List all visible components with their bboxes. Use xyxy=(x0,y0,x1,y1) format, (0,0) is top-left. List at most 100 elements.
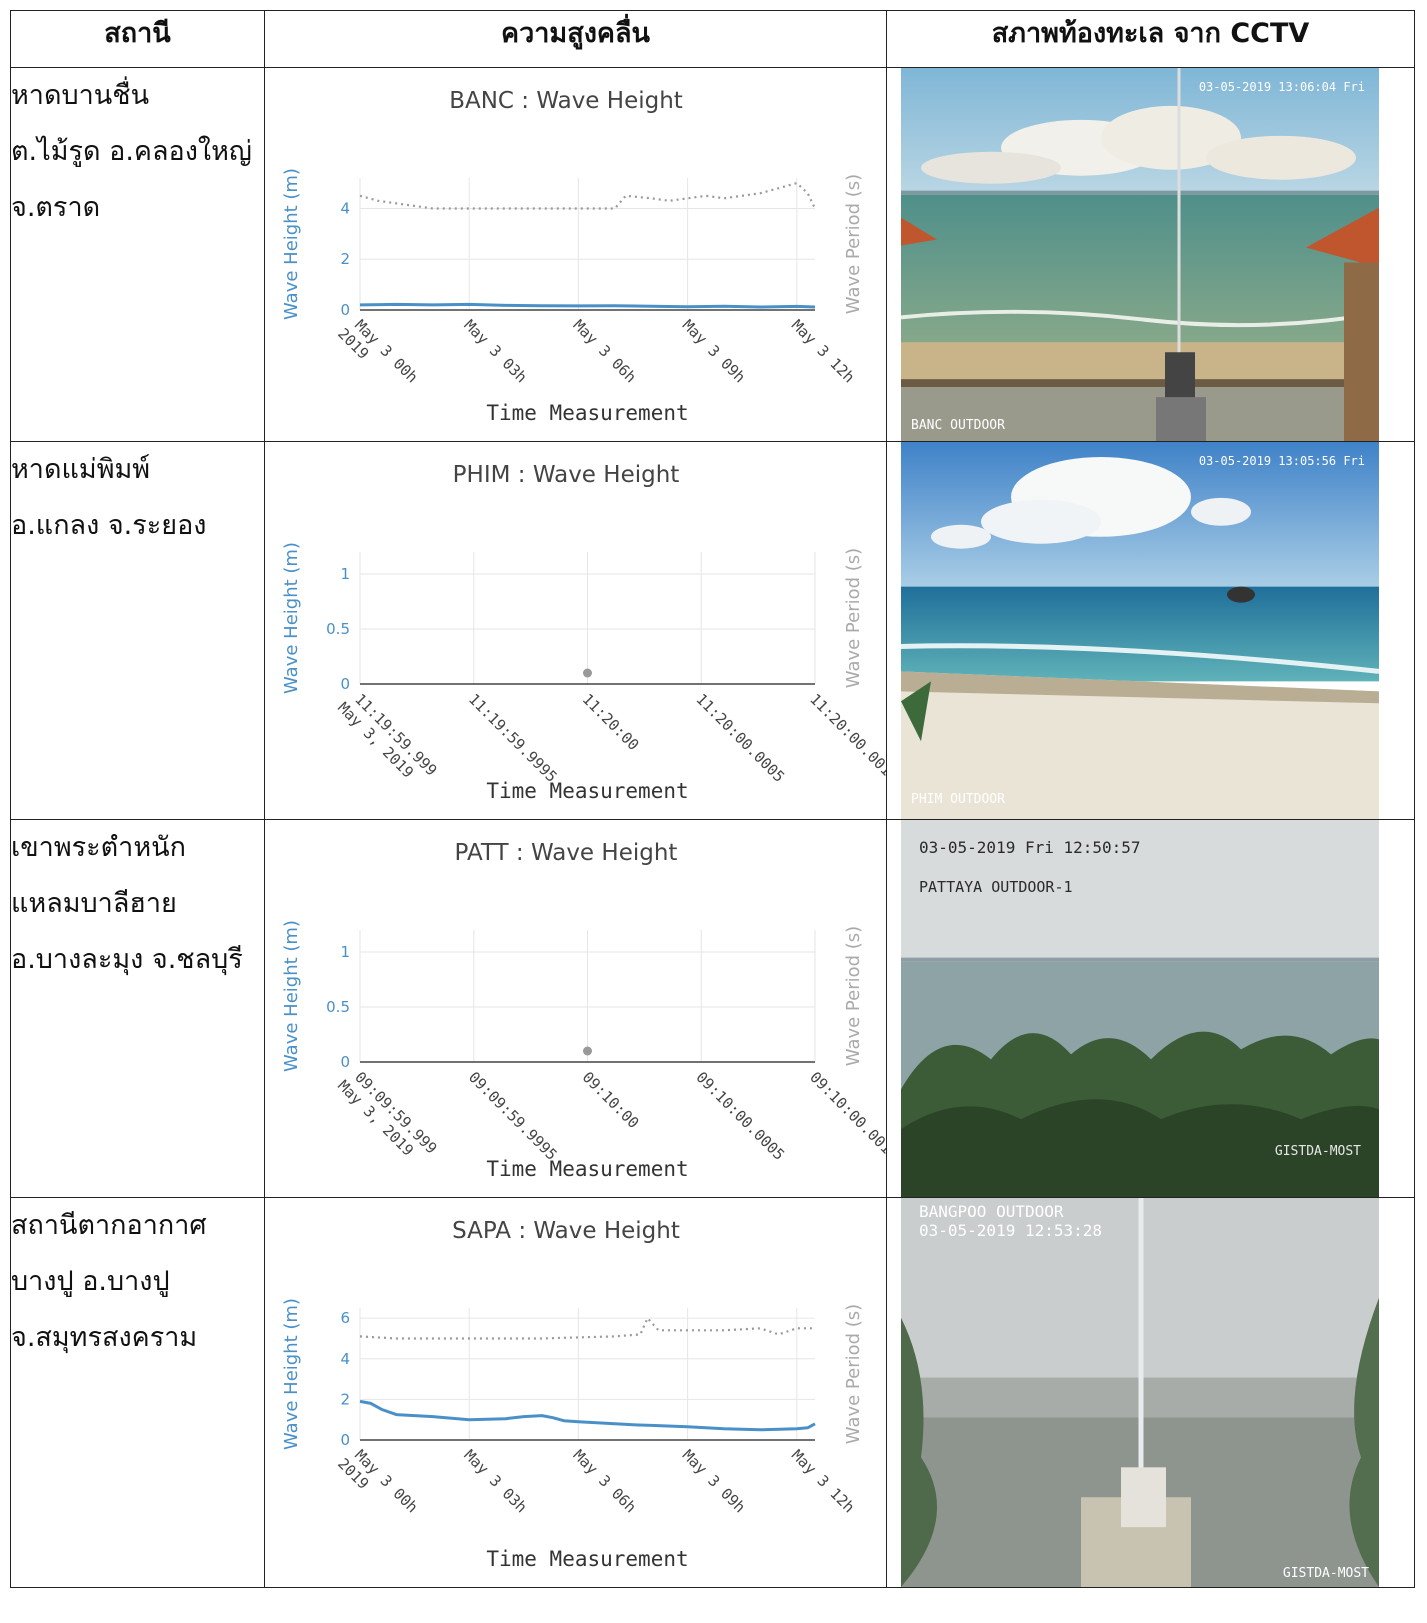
y-tick-label: 6 xyxy=(340,1309,350,1327)
table-row: สถานีตากอากาศ บางปู อ.บางปู จ.สมุทรสงครา… xyxy=(10,1197,1415,1588)
wave-period-line[interactable] xyxy=(359,182,816,210)
x-tick-label: May 3 09h xyxy=(679,1446,749,1516)
wave-chart-cell: PHIM : Wave Height 0 0.5 1 11:19:59.999 May 3… xyxy=(264,441,887,820)
station-district: บางปู อ.บางปู xyxy=(11,1266,170,1297)
y-tick-label: 1 xyxy=(340,565,350,583)
cctv-cell: 03-05-2019 Fri 12:50:57 PATTAYA OUTDOOR-… xyxy=(886,819,1415,1198)
x-axis-label: Time Measurement xyxy=(486,401,688,425)
station-cell: สถานีตากอากาศ บางปู อ.บางปู จ.สมุทรสงครา… xyxy=(10,1197,265,1588)
cctv-scene xyxy=(901,68,1379,441)
svg-text:May 3 09h: May 3 09h xyxy=(679,1446,749,1516)
y-tick-label: 2 xyxy=(340,1390,350,1408)
x-tick-label: May 3 06h xyxy=(570,316,640,386)
wave-period-line[interactable] xyxy=(359,1317,815,1340)
svg-text:May 3 03h: May 3 03h xyxy=(460,1446,530,1516)
x-tick-label: 09:09:59.9995 xyxy=(465,1068,561,1164)
x-tick-label: May 3 12h xyxy=(788,316,858,386)
y-axis-label: Wave Height (m) xyxy=(281,920,302,1072)
cctv-timestamp: 03-05-2019 Fri 12:50:57 xyxy=(919,838,1141,857)
y-axis-label: Wave Height (m) xyxy=(281,168,302,320)
svg-text:11:20:00.0005: 11:20:00.0005 xyxy=(692,690,788,786)
cctv-scene xyxy=(901,820,1379,1197)
y-tick-label: 0 xyxy=(340,301,350,319)
svg-text:May 3 09h: May 3 09h xyxy=(679,316,749,386)
wave-height-line[interactable] xyxy=(359,302,816,309)
cctv-watermark: GISTDA-MOST xyxy=(1274,1144,1361,1159)
x-axis-label: Time Measurement xyxy=(486,1547,688,1571)
table-row: หาดบานชื่น ต.ไม้รูด อ.คลองใหญ่ จ.ตราด BA… xyxy=(10,67,1415,442)
wave-chart-cell: SAPA : Wave Height 0 2 4 6 May 3 00h 2019 May 3… xyxy=(264,1197,887,1588)
y-tick-label: 0 xyxy=(340,1053,350,1071)
svg-text:09:10:00.0005: 09:10:00.0005 xyxy=(692,1068,788,1164)
y-tick-label: 1 xyxy=(340,943,350,961)
cctv-scene xyxy=(901,442,1379,819)
station-table: สถานี ความสูงคลื่น สภาพท้องทะเล จาก CCTV… xyxy=(10,10,1415,1588)
station-cell: หาดแม่พิมพ์ อ.แกลง จ.ระยอง xyxy=(10,441,265,820)
cctv-scene xyxy=(901,1198,1379,1587)
cctv-label: PHIM OUTDOOR xyxy=(911,792,1005,807)
cctv-cell: 03-05-2019 13:05:56 Fri PHIM OUTDOOR xyxy=(886,441,1415,820)
station-district: อ.บางละมุง จ.ชลบุรี xyxy=(11,944,243,975)
cctv-label: BANC OUTDOOR xyxy=(911,418,1005,433)
y-tick-label: 0.5 xyxy=(326,620,350,638)
station-name: สถานีตากอากาศ xyxy=(11,1210,207,1241)
y2-axis-label: Wave Period (s) xyxy=(843,926,864,1066)
cctv-timestamp: 03-05-2019 13:06:04 Fri xyxy=(1198,80,1365,94)
data-point[interactable] xyxy=(583,1046,592,1056)
svg-text:09:09:59.9995: 09:09:59.9995 xyxy=(465,1068,561,1164)
x-tick-label: 11:19:59.9995 xyxy=(465,690,561,786)
y2-axis-label: Wave Period (s) xyxy=(843,174,864,314)
cctv-cell: BANGPOO OUTDOOR 03-05-2019 12:53:28 GIST… xyxy=(886,1197,1415,1588)
station-cell: หาดบานชื่น ต.ไม้รูด อ.คลองใหญ่ จ.ตราด xyxy=(10,67,265,442)
svg-text:May 3 12h: May 3 12h xyxy=(788,1446,858,1516)
chart-title: PATT : Wave Height xyxy=(455,840,678,866)
svg-text:May 3 03h: May 3 03h xyxy=(460,316,530,386)
svg-text:11:20:00: 11:20:00 xyxy=(579,690,643,754)
y-axis-label: Wave Height (m) xyxy=(281,542,302,694)
y-axis-label: Wave Height (m) xyxy=(281,1298,302,1450)
x-tick-label: 11:20:00.001 xyxy=(806,690,886,779)
x-tick-label: 09:10:00 xyxy=(579,1068,643,1132)
svg-text:11:20:00.001: 11:20:00.001 xyxy=(806,690,886,779)
wave-chart-cell: PATT : Wave Height 0 0.5 1 09:09:59.999 May 3… xyxy=(264,819,887,1198)
x-axis-label: Time Measurement xyxy=(486,1157,688,1181)
table-row: หาดแม่พิมพ์ อ.แกลง จ.ระยอง PHIM : Wave H… xyxy=(10,441,1415,820)
header-wave-height: ความสูงคลื่น xyxy=(264,10,887,68)
station-subdistrict: ต.ไม้รูด อ.คลองใหญ่ xyxy=(11,136,252,167)
x-tick-label: 11:20:00.0005 xyxy=(692,690,788,786)
x-tick-label: 11:20:00 xyxy=(579,690,643,754)
cctv-watermark: GISTDA-MOST xyxy=(1282,1566,1369,1581)
chart-title: SAPA : Wave Height xyxy=(452,1218,680,1244)
cctv-image-phim: 03-05-2019 13:05:56 Fri PHIM OUTDOOR xyxy=(901,442,1379,819)
station-name: เขาพระตำหนัก xyxy=(11,832,186,863)
station-area: แหลมบาลีฮาย xyxy=(11,888,177,919)
header-row: สถานี ความสูงคลื่น สภาพท้องทะเล จาก CCTV xyxy=(10,10,1415,68)
x-axis-label: Time Measurement xyxy=(486,779,688,803)
station-district: อ.แกลง จ.ระยอง xyxy=(11,510,207,541)
y-tick-label: 0 xyxy=(340,1431,350,1449)
wave-height-line[interactable] xyxy=(359,1399,816,1432)
data-point[interactable] xyxy=(583,668,592,678)
y-tick-label: 0.5 xyxy=(326,998,350,1016)
cctv-timestamp: BANGPOO OUTDOOR 03-05-2019 12:53:28 xyxy=(919,1202,1103,1240)
y-tick-label: 0 xyxy=(340,675,350,693)
header-cctv: สภาพท้องทะเล จาก CCTV xyxy=(886,10,1415,68)
y-tick-label: 4 xyxy=(340,1350,350,1368)
x-tick-label: May 3 03h xyxy=(460,316,530,386)
svg-text:May 3 12h: May 3 12h xyxy=(788,316,858,386)
header-station: สถานี xyxy=(10,10,265,68)
y-tick-label: 2 xyxy=(340,250,350,268)
cctv-label: PATTAYA OUTDOOR-1 xyxy=(919,878,1073,896)
svg-text:May 3 06h: May 3 06h xyxy=(570,316,640,386)
svg-text:11:19:59.9995: 11:19:59.9995 xyxy=(465,690,561,786)
station-province: จ.ตราด xyxy=(11,192,101,223)
x-tick-label: 09:10:00.0005 xyxy=(692,1068,788,1164)
wave-chart-cell: BANC : Wave Height 0 2 4 May 3 00h 2019 May 3 … xyxy=(264,67,887,442)
